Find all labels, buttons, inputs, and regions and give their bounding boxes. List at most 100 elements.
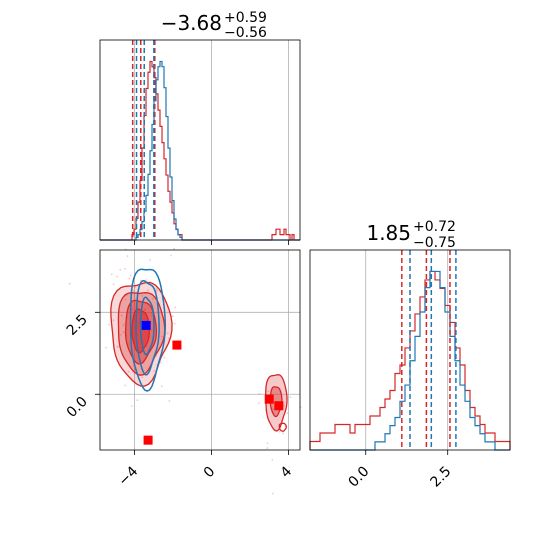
title-param-2-value: 1.85 xyxy=(366,221,411,245)
scatter-point xyxy=(283,404,285,407)
scatter-point xyxy=(112,283,115,286)
axes-frame xyxy=(99,39,301,241)
scatter-point xyxy=(289,396,292,399)
scatter-point xyxy=(278,430,281,433)
scatter-point xyxy=(170,254,172,257)
scatter-point xyxy=(150,314,153,317)
scatter-point xyxy=(163,356,166,359)
scatter-point xyxy=(149,259,151,262)
marker-series-b xyxy=(274,401,284,411)
scatter-point xyxy=(172,315,174,318)
scatter-point xyxy=(257,402,260,405)
x-axis-label: 0 xyxy=(201,464,219,482)
marginal-histogram-param-2: 0.0 2.5 xyxy=(309,249,511,491)
scatter-point xyxy=(147,289,149,292)
scatter-point xyxy=(116,275,119,278)
scatter-point xyxy=(155,290,158,292)
scatter-point xyxy=(272,408,275,411)
scatter-point xyxy=(122,330,125,333)
histogram-series-a xyxy=(100,60,300,241)
scatter-point xyxy=(282,432,285,435)
scatter-point xyxy=(141,376,144,379)
scatter-point xyxy=(130,405,133,407)
scatter-point xyxy=(174,306,176,309)
axes-frame xyxy=(309,249,511,451)
marker-series-b xyxy=(264,394,274,404)
scatter-point xyxy=(266,442,269,445)
scatter-point xyxy=(267,390,270,392)
scatter-point xyxy=(116,345,119,348)
y-axis-label: 0.0 xyxy=(64,394,91,421)
scatter-point xyxy=(122,324,125,327)
scatter-point xyxy=(127,370,130,373)
scatter-point xyxy=(139,279,142,282)
marginal-histogram-param-1 xyxy=(99,39,301,245)
scatter-point xyxy=(149,280,152,283)
scatter-point xyxy=(144,308,147,311)
scatter-point xyxy=(152,297,154,300)
scatter-point xyxy=(107,323,110,326)
scatter-point xyxy=(159,361,162,364)
scatter-point xyxy=(117,346,120,349)
scatter-point xyxy=(271,492,274,495)
scatter-point xyxy=(110,273,113,276)
scatter-point xyxy=(136,399,139,402)
scatter-point xyxy=(123,323,126,326)
scatter-point xyxy=(119,268,122,271)
scatter-point xyxy=(145,279,148,282)
histogram-series-b xyxy=(100,60,300,241)
scatter-point xyxy=(133,286,136,289)
contour-series-b xyxy=(278,422,287,432)
scatter-point xyxy=(271,458,274,461)
scatter-point xyxy=(150,312,153,314)
scatter-point xyxy=(126,255,129,258)
x-axis-label: 2.5 xyxy=(427,464,454,491)
histogram-series-b xyxy=(309,270,511,450)
scatter-point xyxy=(153,370,155,372)
marker-series-a xyxy=(141,320,151,330)
scatter-point xyxy=(173,322,176,325)
scatter-point xyxy=(168,400,171,402)
scatter-point xyxy=(141,295,144,297)
scatter-point xyxy=(124,384,127,387)
scatter-point xyxy=(131,308,134,310)
title-param-2-lower: −0.75 xyxy=(413,235,456,251)
scatter-point xyxy=(119,333,122,336)
scatter-point xyxy=(173,247,175,250)
title-param-1-upper: +0.59 xyxy=(224,10,267,26)
scatter-point xyxy=(129,274,132,277)
scatter-point xyxy=(150,329,153,332)
scatter-point xyxy=(161,335,163,338)
contour-series-a xyxy=(135,280,160,376)
x-axis-label: 4 xyxy=(278,463,296,481)
scatter-point xyxy=(160,385,163,388)
contour-series-a xyxy=(129,268,167,392)
scatter-point xyxy=(132,364,135,367)
scatter-point xyxy=(68,282,71,285)
scatter-point xyxy=(258,393,261,395)
scatter-point xyxy=(112,319,115,322)
marker-series-b xyxy=(172,340,182,350)
scatter-point xyxy=(124,298,127,301)
scatter-point xyxy=(124,268,126,270)
axes-frame xyxy=(99,249,301,451)
scatter-point xyxy=(155,288,158,291)
marker-series-b xyxy=(143,435,153,445)
scatter-point xyxy=(286,412,289,415)
contour-series-a xyxy=(139,296,155,356)
scatter-point xyxy=(120,314,123,317)
scatter-point xyxy=(266,447,269,449)
title-param-1-lower: −0.56 xyxy=(224,25,267,41)
scatter-point xyxy=(128,277,131,280)
scatter-point xyxy=(105,346,107,349)
scatter-point xyxy=(133,289,135,292)
joint-contour-plot: −4 0 4 0.0 2.5 xyxy=(64,247,302,495)
scatter-point xyxy=(166,332,169,335)
x-axis-label: −4 xyxy=(116,463,142,489)
x-axis-label: 0.0 xyxy=(346,464,373,491)
title-param-2-upper: +0.72 xyxy=(413,219,456,235)
y-axis-label: 2.5 xyxy=(64,312,91,339)
scatter-point xyxy=(143,308,146,311)
title-param-1-value: −3.68 xyxy=(161,11,222,35)
